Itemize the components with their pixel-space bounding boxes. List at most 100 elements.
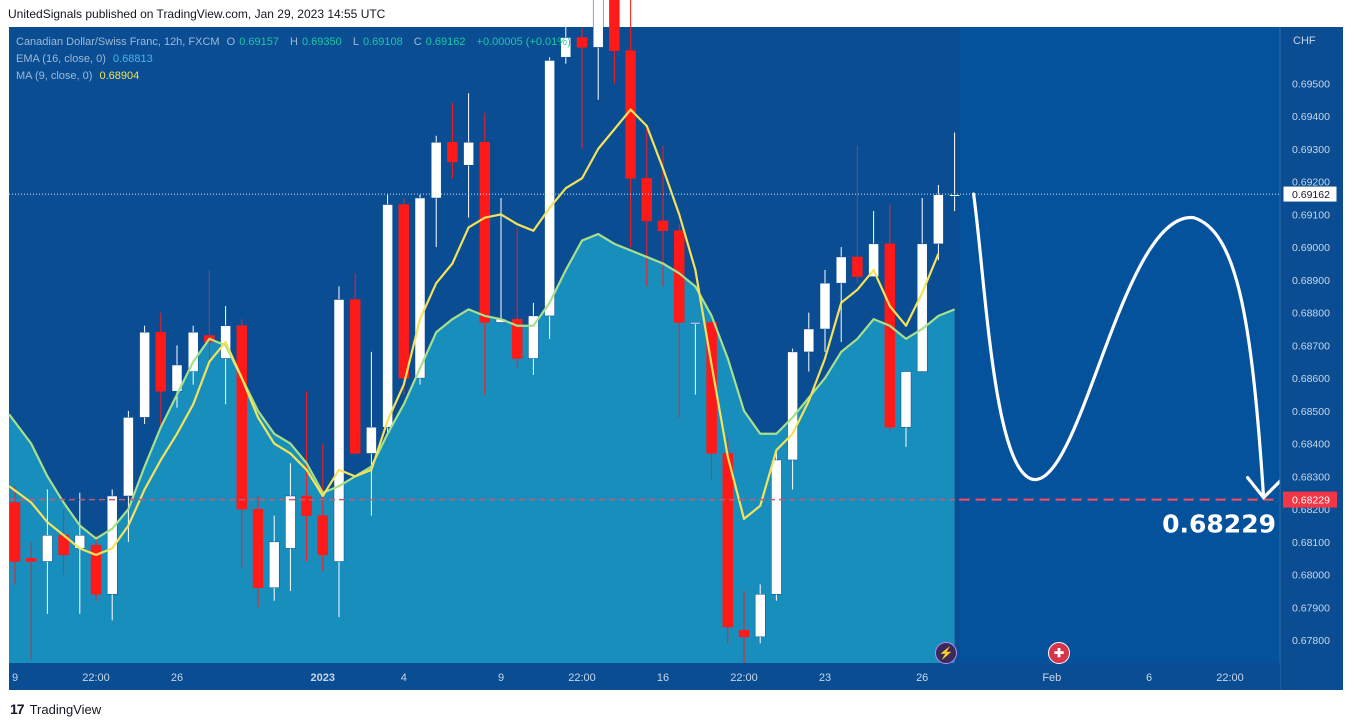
- candle-body: [576, 37, 588, 48]
- candle-body: [317, 515, 329, 556]
- candle: [479, 112, 491, 395]
- candle: [106, 489, 118, 621]
- y-tick-label: 0.69300: [1292, 144, 1330, 156]
- candle-body: [722, 453, 734, 628]
- ema-value: 0.68813: [112, 53, 153, 65]
- legend-ma-row[interactable]: MA (9, close, 0) 0.68904: [16, 68, 575, 85]
- candle-body: [916, 243, 928, 372]
- candle-body: [139, 332, 150, 418]
- candle: [754, 584, 766, 644]
- candle-body: [835, 256, 847, 284]
- candle-body: [819, 282, 831, 330]
- candle-body: [787, 351, 798, 461]
- y-tick-label: 0.68000: [1292, 570, 1330, 582]
- candle-body: [252, 508, 264, 588]
- x-tick-label: 22:00: [730, 672, 758, 684]
- candle: [900, 371, 912, 447]
- candle-body: [285, 495, 296, 549]
- candle-body: [9, 502, 21, 562]
- candle: [738, 590, 750, 663]
- swiss-flag-icon[interactable]: ✚: [1048, 642, 1070, 664]
- candle-body: [349, 299, 361, 454]
- x-tick-label: 22:00: [568, 672, 596, 684]
- x-tick-label: 2023: [311, 672, 335, 684]
- tradingview-logo-icon: 17: [10, 701, 25, 717]
- legend-ema-row[interactable]: EMA (16, close, 0) 0.68813: [16, 51, 575, 68]
- y-tick-label: 0.69500: [1292, 78, 1330, 90]
- x-tick-label: 9: [12, 672, 18, 684]
- candle-body: [560, 37, 572, 58]
- candle: [139, 325, 150, 424]
- candle-body: [301, 495, 312, 516]
- y-tick-label: 0.67900: [1292, 602, 1330, 614]
- candle: [9, 486, 21, 585]
- ema-area: [9, 234, 955, 663]
- candle: [819, 270, 831, 352]
- lightning-icon[interactable]: ⚡: [935, 642, 957, 664]
- x-tick-label: 22:00: [1216, 672, 1244, 684]
- y-tick-label: 0.69000: [1292, 242, 1330, 254]
- ohlc-high: H 0.69350: [290, 36, 342, 48]
- overlay-layer: 0.68229: [9, 192, 1284, 539]
- legend-symbol-row: Canadian Dollar/Swiss Franc, 12h, FXCM O…: [16, 34, 575, 51]
- candle-body: [414, 197, 426, 379]
- candle-body: [155, 332, 167, 392]
- candle: [317, 443, 329, 572]
- forecast-area: [959, 27, 1280, 663]
- candle: [447, 103, 458, 179]
- x-tick-label: 4: [401, 672, 407, 684]
- candle: [430, 135, 442, 248]
- candle-body: [511, 318, 523, 359]
- candle-body: [447, 142, 458, 163]
- publish-caption: UnitedSignals published on TradingView.c…: [8, 7, 386, 21]
- ema-line: [8, 232, 956, 540]
- candle: [366, 351, 377, 516]
- candle: [155, 312, 167, 431]
- candle-body: [430, 142, 442, 199]
- candle: [285, 463, 296, 591]
- candle: [25, 541, 37, 660]
- candle-body: [544, 60, 555, 317]
- y-tick-label: 0.68700: [1292, 340, 1330, 352]
- candle: [576, 27, 588, 149]
- candle-body: [236, 325, 248, 510]
- candle: [90, 535, 102, 601]
- indicator-lines: [8, 108, 956, 557]
- x-tick-label: 9: [498, 672, 504, 684]
- candle: [414, 194, 426, 385]
- target-price-value: 0.68229: [1292, 495, 1330, 507]
- candle: [349, 273, 361, 454]
- candle-body: [398, 204, 410, 379]
- y-tick-label: 0.69100: [1292, 209, 1330, 221]
- candle-body: [463, 142, 474, 166]
- candle: [252, 495, 264, 608]
- candle-body: [884, 243, 896, 428]
- candle: [916, 198, 928, 372]
- ema-label: EMA (16, close, 0): [16, 53, 106, 65]
- candle-body: [333, 299, 345, 562]
- ma-label: MA (9, close, 0): [16, 70, 93, 82]
- candles: [9, 0, 960, 663]
- candle-body: [90, 544, 102, 595]
- x-tick-label: 26: [916, 672, 928, 684]
- candle: [268, 515, 280, 601]
- candle: [625, 0, 636, 248]
- candle: [398, 198, 410, 395]
- y-tick-label: 0.68600: [1292, 373, 1330, 385]
- ohlc-close: C 0.69162: [413, 36, 466, 48]
- footer-brand[interactable]: 17 TradingView: [10, 701, 101, 717]
- candle: [852, 145, 863, 284]
- candle: [933, 184, 944, 261]
- candle-body: [657, 220, 669, 232]
- candle: [592, 0, 604, 100]
- candle-body: [868, 243, 879, 277]
- candle-body: [268, 541, 280, 588]
- forecast-region: [959, 27, 1280, 663]
- ma-line: [8, 108, 940, 557]
- candle-body: [187, 332, 199, 372]
- candle-body: [479, 142, 491, 323]
- y-tick-label: 0.68500: [1292, 406, 1330, 418]
- candle-body: [106, 495, 118, 595]
- candle: [771, 450, 782, 601]
